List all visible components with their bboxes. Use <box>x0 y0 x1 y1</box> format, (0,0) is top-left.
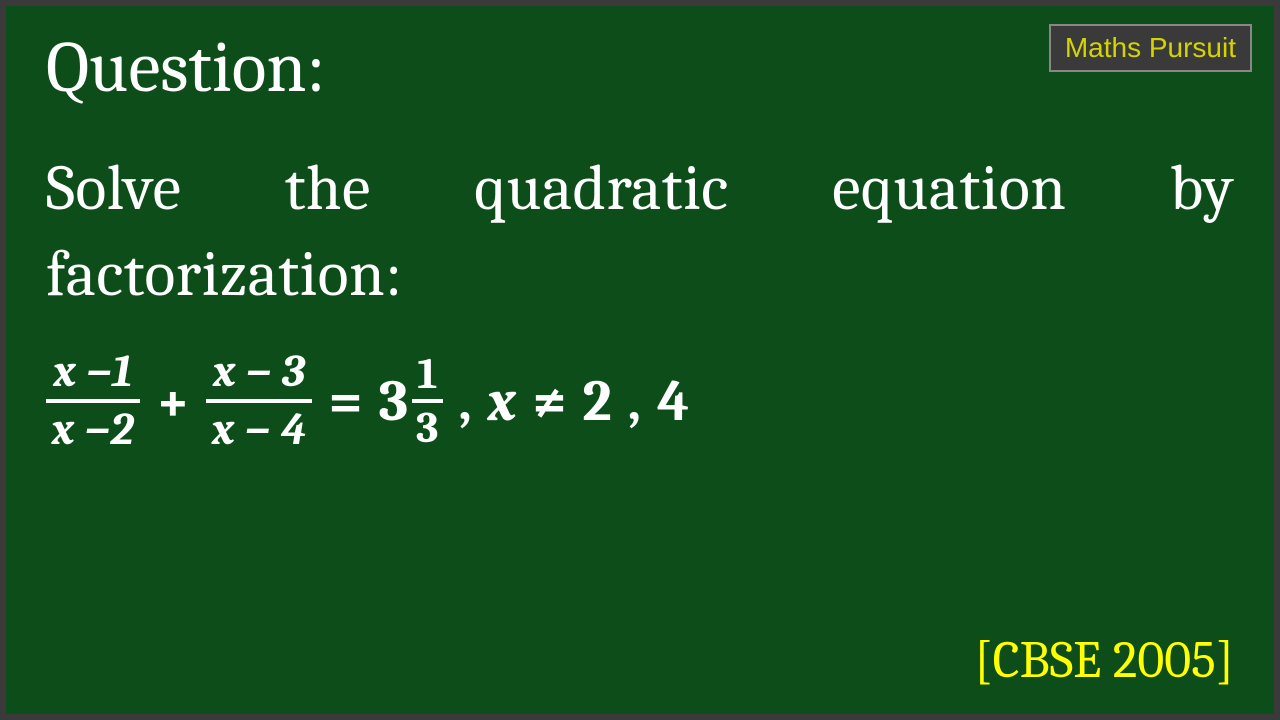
frac2-denominator: x − 4 <box>206 399 312 454</box>
equation: x −1 x −2 + x − 3 x − 4 = 3 1 3 , x ≠ 2,… <box>46 348 1234 455</box>
content-area: Question: Solve the quadratic equation b… <box>46 26 1234 454</box>
plus-operator: + <box>156 368 190 435</box>
mixed-fraction: 1 3 <box>412 351 442 451</box>
excluded-value-2: 4 <box>657 368 689 435</box>
excluded-value-1: 2 <box>582 368 611 435</box>
equals-operator: = <box>328 368 362 435</box>
not-equal-operator: ≠ <box>532 368 566 435</box>
source-citation: [CBSE 2005] <box>974 630 1234 690</box>
comma-1: , <box>459 368 472 435</box>
mixed-den: 3 <box>412 399 442 451</box>
frac1-numerator: x −1 <box>48 348 139 399</box>
question-prompt: Solve the quadratic equation by factoriz… <box>46 145 1234 318</box>
mixed-whole: 3 <box>379 368 408 435</box>
slide: Maths Pursuit Question: Solve the quadra… <box>0 0 1280 720</box>
frac1-denominator: x −2 <box>46 399 140 454</box>
question-heading: Question: <box>46 26 1234 109</box>
fraction-2: x − 3 x − 4 <box>206 348 312 455</box>
frac2-numerator: x − 3 <box>207 348 311 399</box>
variable-x: x <box>488 368 516 435</box>
mixed-number: 3 1 3 <box>379 351 443 451</box>
mixed-num: 1 <box>413 351 441 399</box>
comma-2: , <box>628 368 641 435</box>
fraction-1: x −1 x −2 <box>46 348 140 455</box>
